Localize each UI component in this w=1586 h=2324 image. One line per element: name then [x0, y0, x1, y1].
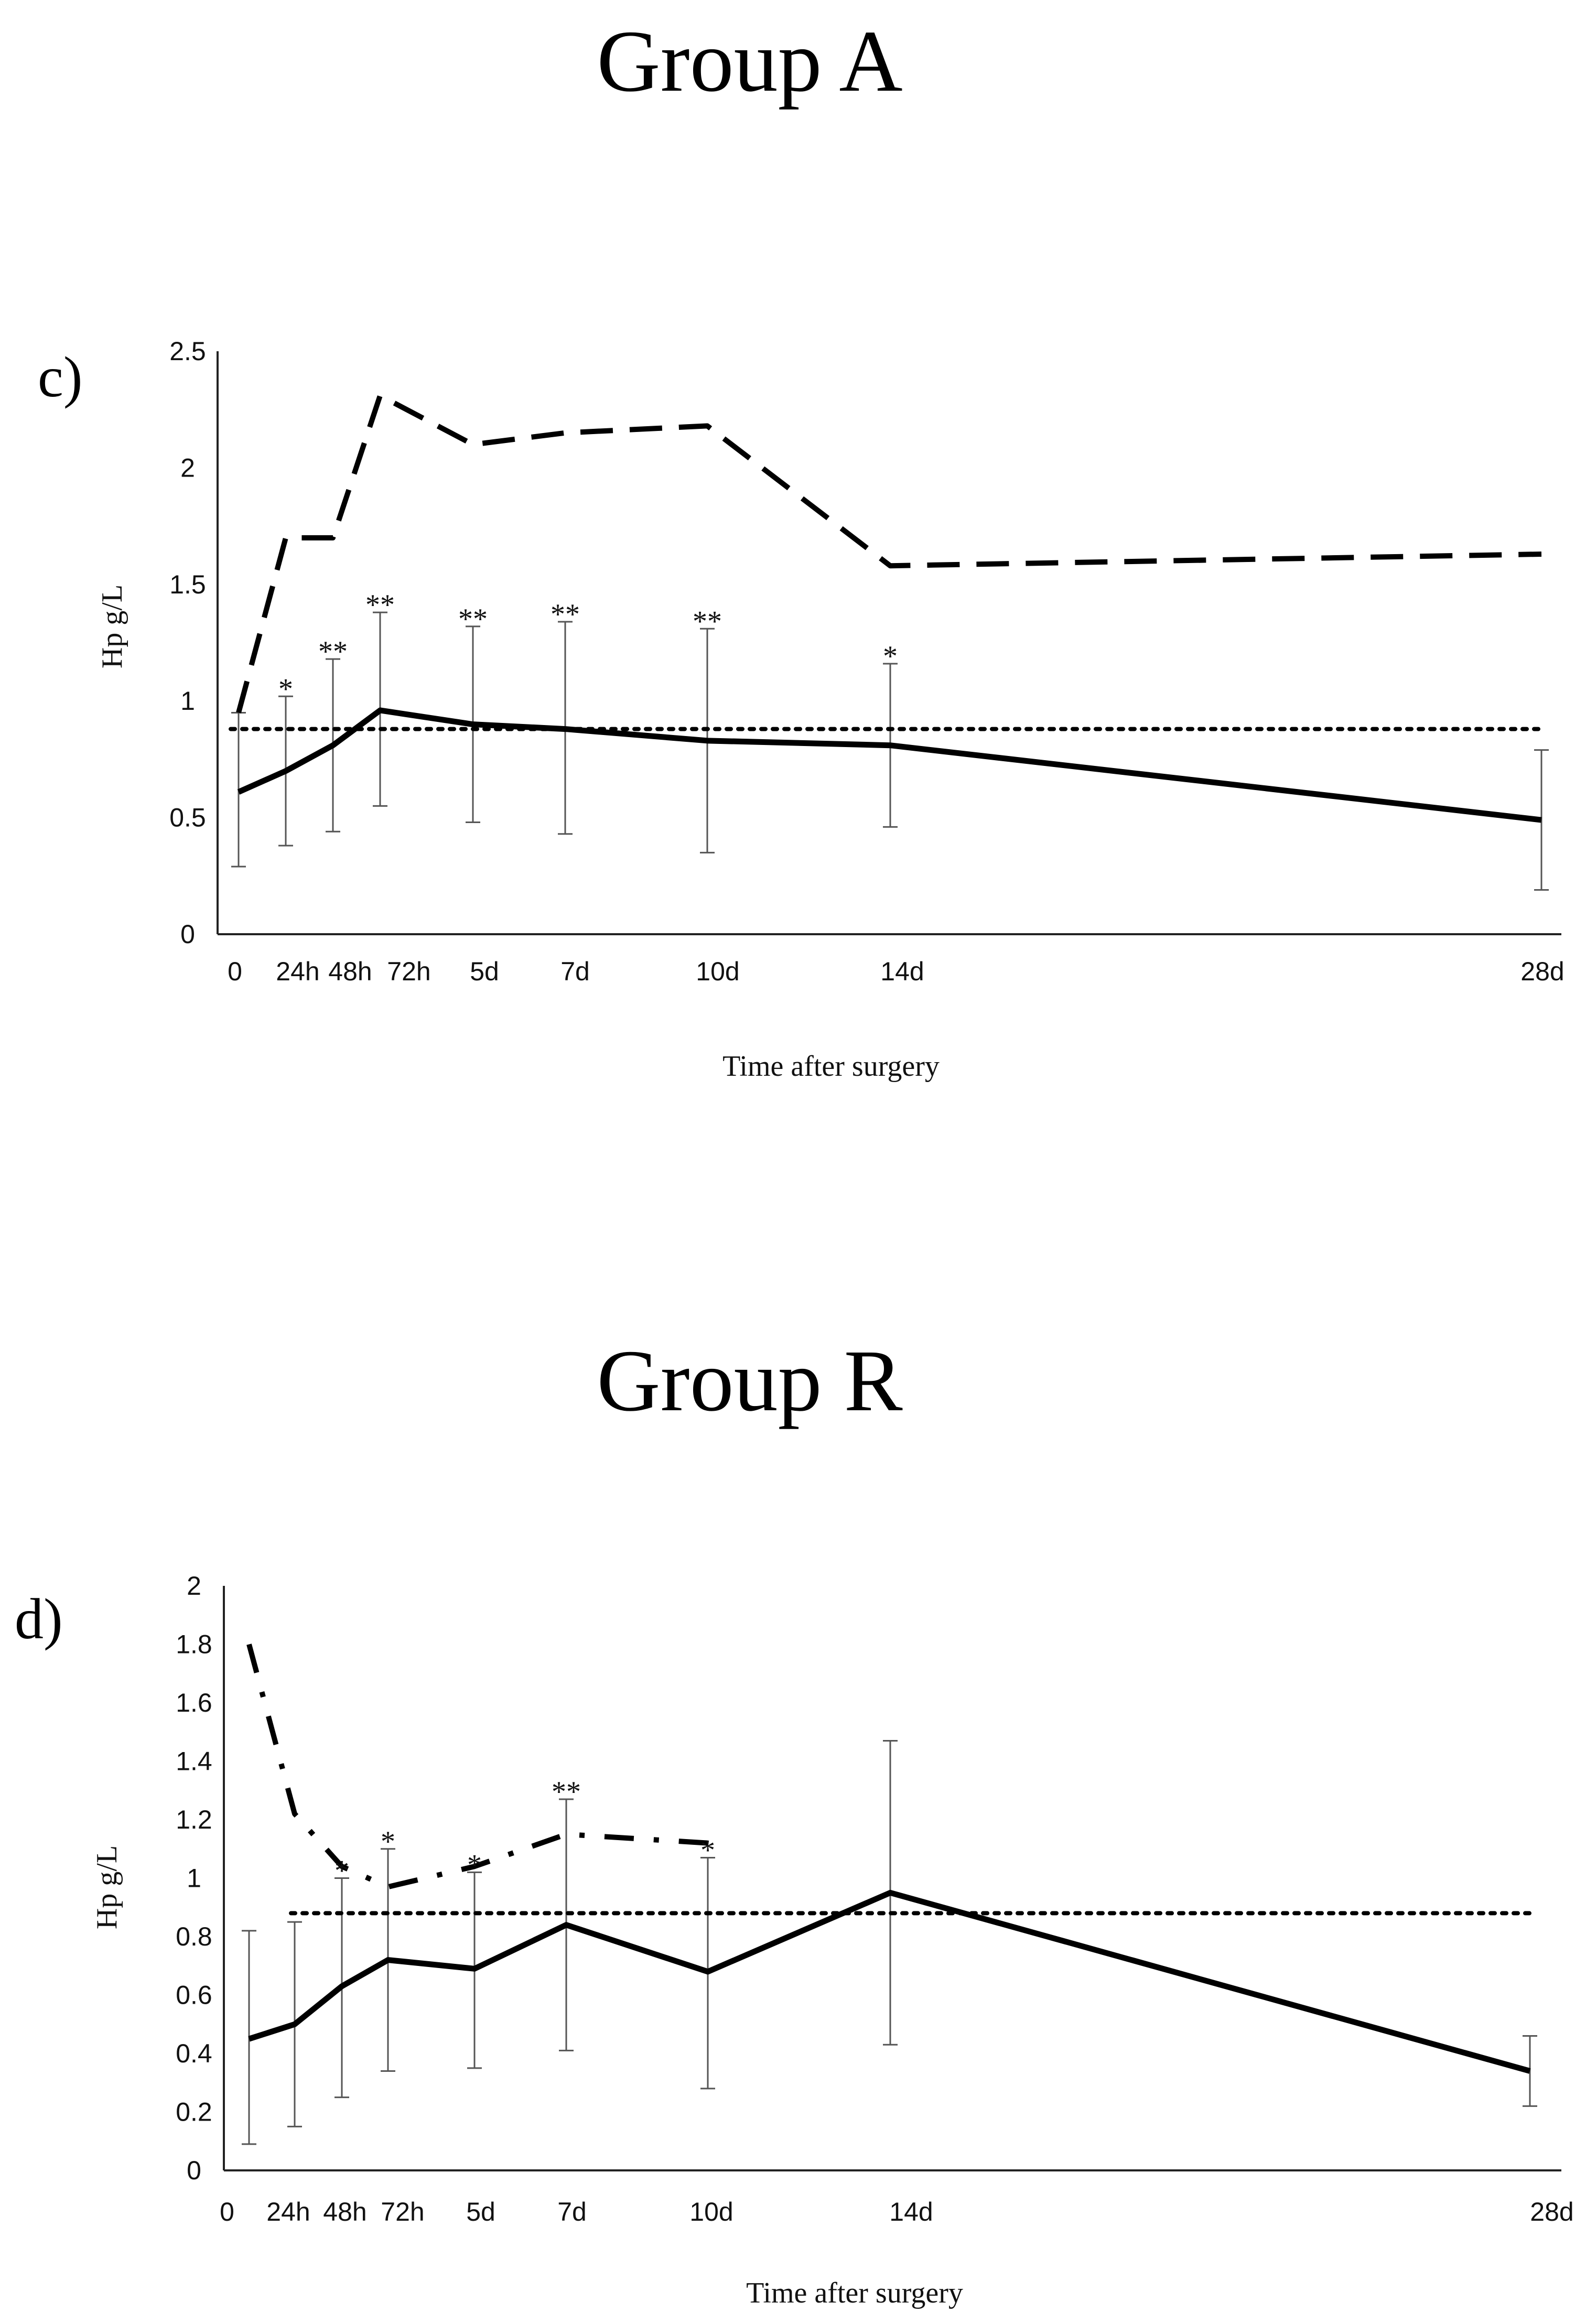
- panel-label: c): [38, 345, 82, 409]
- x-tick-label: 28d: [1530, 2197, 1573, 2226]
- significance-marker: *: [335, 1855, 349, 1887]
- y-tick-label: 1.4: [176, 1747, 212, 1776]
- chart-panel-group-r: Group R d) Hp g/L Time after surgery 0 0.…: [15, 1332, 1574, 2309]
- x-tick-label: 7d: [557, 2197, 587, 2226]
- x-tick-label: 24h: [266, 2197, 310, 2226]
- x-tick-label: 48h: [323, 2197, 366, 2226]
- x-tick-label: 5d: [466, 2197, 495, 2226]
- significance-marker: **: [458, 603, 488, 635]
- x-tick-label: 10d: [696, 957, 739, 986]
- significance-marker: *: [883, 640, 898, 673]
- y-tick-label: 0: [187, 2156, 201, 2185]
- y-tick-label: 0.5: [169, 803, 206, 833]
- x-axis-label: Time after surgery: [722, 1050, 940, 1083]
- significance-marker: **: [693, 605, 722, 637]
- x-tick-label: 28d: [1520, 957, 1564, 986]
- y-tick-label: 0.2: [176, 2098, 212, 2127]
- y-tick-label: 2.5: [169, 337, 206, 366]
- y-tick-label: 0.4: [176, 2039, 212, 2068]
- x-tick-label: 0: [228, 957, 242, 986]
- x-tick-label: 24h: [276, 957, 319, 986]
- upper-line: [246, 1644, 708, 1890]
- y-axis-label: Hp g/L: [96, 585, 128, 668]
- y-tick-label: 1.8: [176, 1630, 212, 1659]
- y-tick-label: 2: [187, 1571, 201, 1601]
- y-tick-label: 0.8: [176, 1922, 212, 1951]
- significance-marker: **: [551, 598, 580, 631]
- chart-title: Group A: [597, 13, 902, 110]
- y-axis-label: Hp g/L: [91, 1845, 123, 1929]
- significance-marker: **: [552, 1776, 581, 1808]
- significance-marker: **: [365, 589, 395, 621]
- y-tick-label: 1.2: [176, 1805, 212, 1834]
- panel-label: d): [15, 1587, 63, 1651]
- significance-marker: **: [318, 635, 348, 668]
- chart-panel-group-a: Group A c) Hp g/L Time after surgery 0 0.…: [38, 13, 1565, 1083]
- y-tick-label: 0: [180, 920, 195, 949]
- x-tick-label: 5d: [470, 957, 499, 986]
- y-tick-label: 1: [187, 1864, 201, 1893]
- x-tick-label: 7d: [560, 957, 590, 986]
- mean-line: [248, 1889, 1531, 2074]
- y-tick-label: 1: [180, 686, 195, 716]
- y-tick-label: 1.5: [169, 570, 206, 599]
- significance-marker: *: [467, 1849, 482, 1881]
- significance-marker: *: [700, 1834, 715, 1866]
- x-tick-label: 72h: [381, 2197, 424, 2226]
- y-tick-label: 2: [180, 453, 195, 482]
- mean-line: [237, 707, 1542, 823]
- significance-marker: *: [278, 673, 293, 705]
- error-bar: [1523, 2035, 1537, 2107]
- y-tick-label: 1.6: [176, 1688, 212, 1717]
- chart-title: Group R: [597, 1332, 902, 1430]
- x-tick-label: 72h: [387, 957, 430, 986]
- x-axis-label: Time after surgery: [746, 2277, 963, 2309]
- y-tick-label: 0.6: [176, 1981, 212, 2010]
- x-tick-label: 0: [220, 2197, 234, 2226]
- significance-marker: *: [381, 1825, 395, 1858]
- x-tick-label: 14d: [880, 957, 924, 986]
- x-tick-label: 10d: [689, 2197, 733, 2226]
- error-bar: [1534, 749, 1549, 891]
- x-tick-label: 48h: [328, 957, 372, 986]
- x-tick-label: 14d: [889, 2197, 933, 2226]
